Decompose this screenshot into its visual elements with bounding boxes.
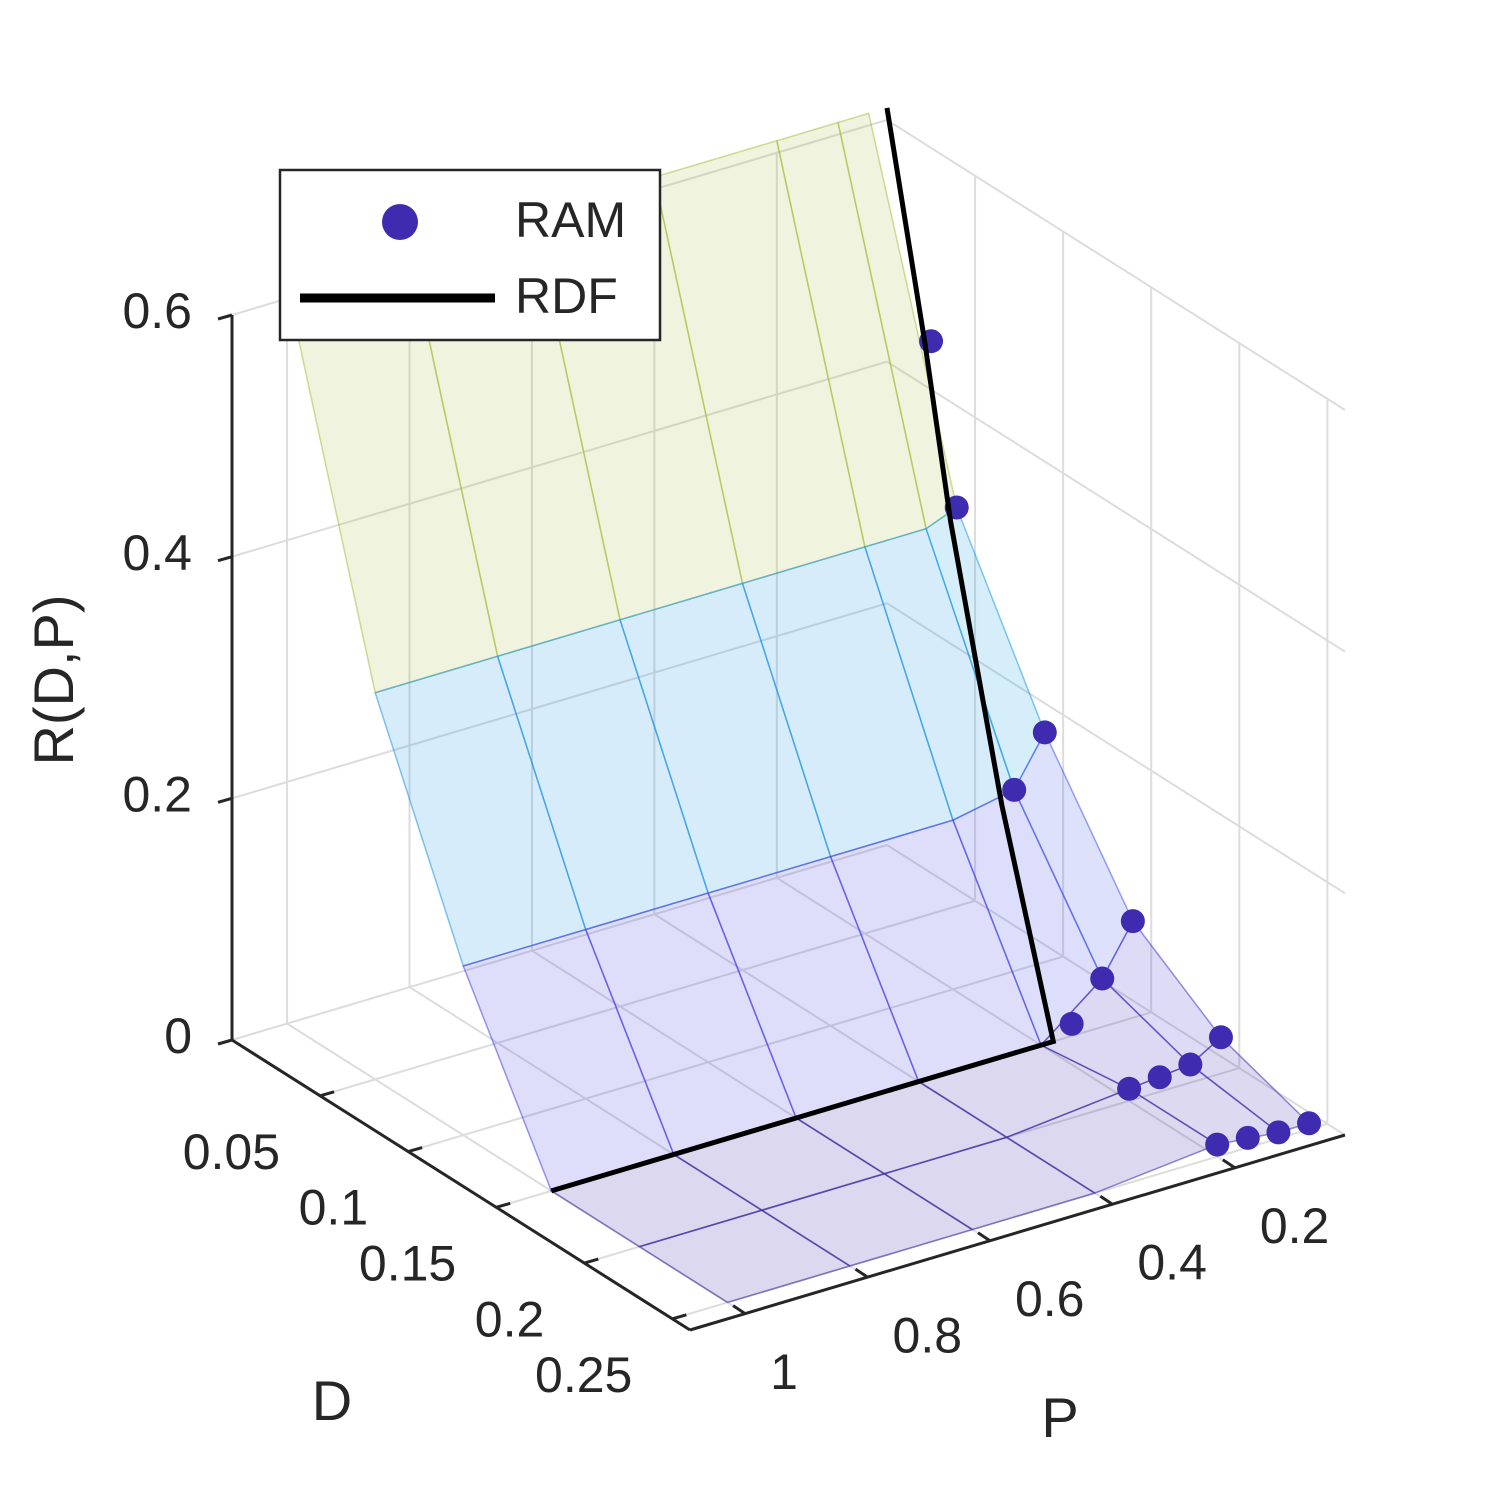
x-tick xyxy=(671,1313,687,1321)
x-tick xyxy=(407,1146,423,1153)
z-tick xyxy=(217,313,233,321)
y-tick-label: 0.2 xyxy=(1260,1198,1330,1254)
ram-point xyxy=(1120,909,1145,934)
ram-point xyxy=(1205,1132,1230,1157)
z-tick-label: 0.2 xyxy=(122,767,192,823)
ram-point xyxy=(1117,1076,1142,1101)
x-tick xyxy=(495,1201,511,1209)
series xyxy=(550,107,1322,1194)
grid-line xyxy=(231,844,888,1041)
legend-box xyxy=(278,168,662,342)
legend-label: RDF xyxy=(515,268,618,324)
ram-point xyxy=(1297,1111,1322,1136)
y-tick-label: 0.8 xyxy=(893,1307,963,1363)
z-tick-label: 0.6 xyxy=(122,283,192,339)
z-tick-label: 0.4 xyxy=(122,525,192,581)
grid-line xyxy=(776,876,1236,1169)
y-tick xyxy=(732,1304,746,1315)
y-axis-label: P xyxy=(1041,1386,1078,1449)
y-tick-label: 0.4 xyxy=(1137,1234,1207,1290)
ram-point xyxy=(1090,966,1115,991)
y-tick-label: 1 xyxy=(770,1344,798,1400)
y-tick xyxy=(977,1231,991,1242)
z-tick-label: 0 xyxy=(164,1008,192,1064)
axes: 00.20.40.60.050.10.150.20.250.20.40.60.8… xyxy=(122,283,1346,1403)
grid-line xyxy=(886,602,1346,895)
x-axis-label: D xyxy=(312,1369,352,1432)
ram-point xyxy=(1032,720,1057,745)
x-axis xyxy=(231,1038,691,1332)
legend: RAM RDF xyxy=(278,168,662,342)
z-axis-label: R(D,P) xyxy=(22,594,85,765)
grid-line xyxy=(231,602,888,800)
z-tick xyxy=(217,796,233,804)
grid-line xyxy=(886,119,1346,411)
x-tick xyxy=(319,1090,335,1098)
y-tick xyxy=(1221,1158,1236,1170)
ram-point xyxy=(1266,1120,1291,1145)
x-tick-label: 0.25 xyxy=(535,1347,632,1403)
rdf-line xyxy=(550,107,1057,1194)
y-tick xyxy=(854,1267,869,1279)
grid-line xyxy=(886,360,1346,653)
x-tick xyxy=(583,1257,599,1265)
y-tick xyxy=(1099,1195,1114,1206)
x-tick-label: 0.05 xyxy=(183,1124,280,1180)
z-tick xyxy=(217,555,233,563)
legend-label: RAM xyxy=(515,192,626,248)
ram-point xyxy=(1178,1052,1203,1077)
x-tick-label: 0.15 xyxy=(359,1236,456,1292)
grid-line xyxy=(886,844,1346,1136)
x-tick-label: 0.1 xyxy=(299,1180,369,1236)
z-tick xyxy=(217,1038,233,1046)
ram-point xyxy=(1147,1065,1172,1090)
y-tick-label: 0.6 xyxy=(1015,1271,1085,1327)
y-axis xyxy=(689,1133,1346,1332)
ram-point xyxy=(1208,1025,1233,1050)
x-tick-label: 0.2 xyxy=(475,1291,545,1347)
ram-point xyxy=(1059,1011,1084,1036)
ram-point xyxy=(1235,1125,1260,1150)
legend-marker xyxy=(382,204,418,240)
grid-line xyxy=(231,360,888,558)
ram-point xyxy=(1002,777,1027,802)
